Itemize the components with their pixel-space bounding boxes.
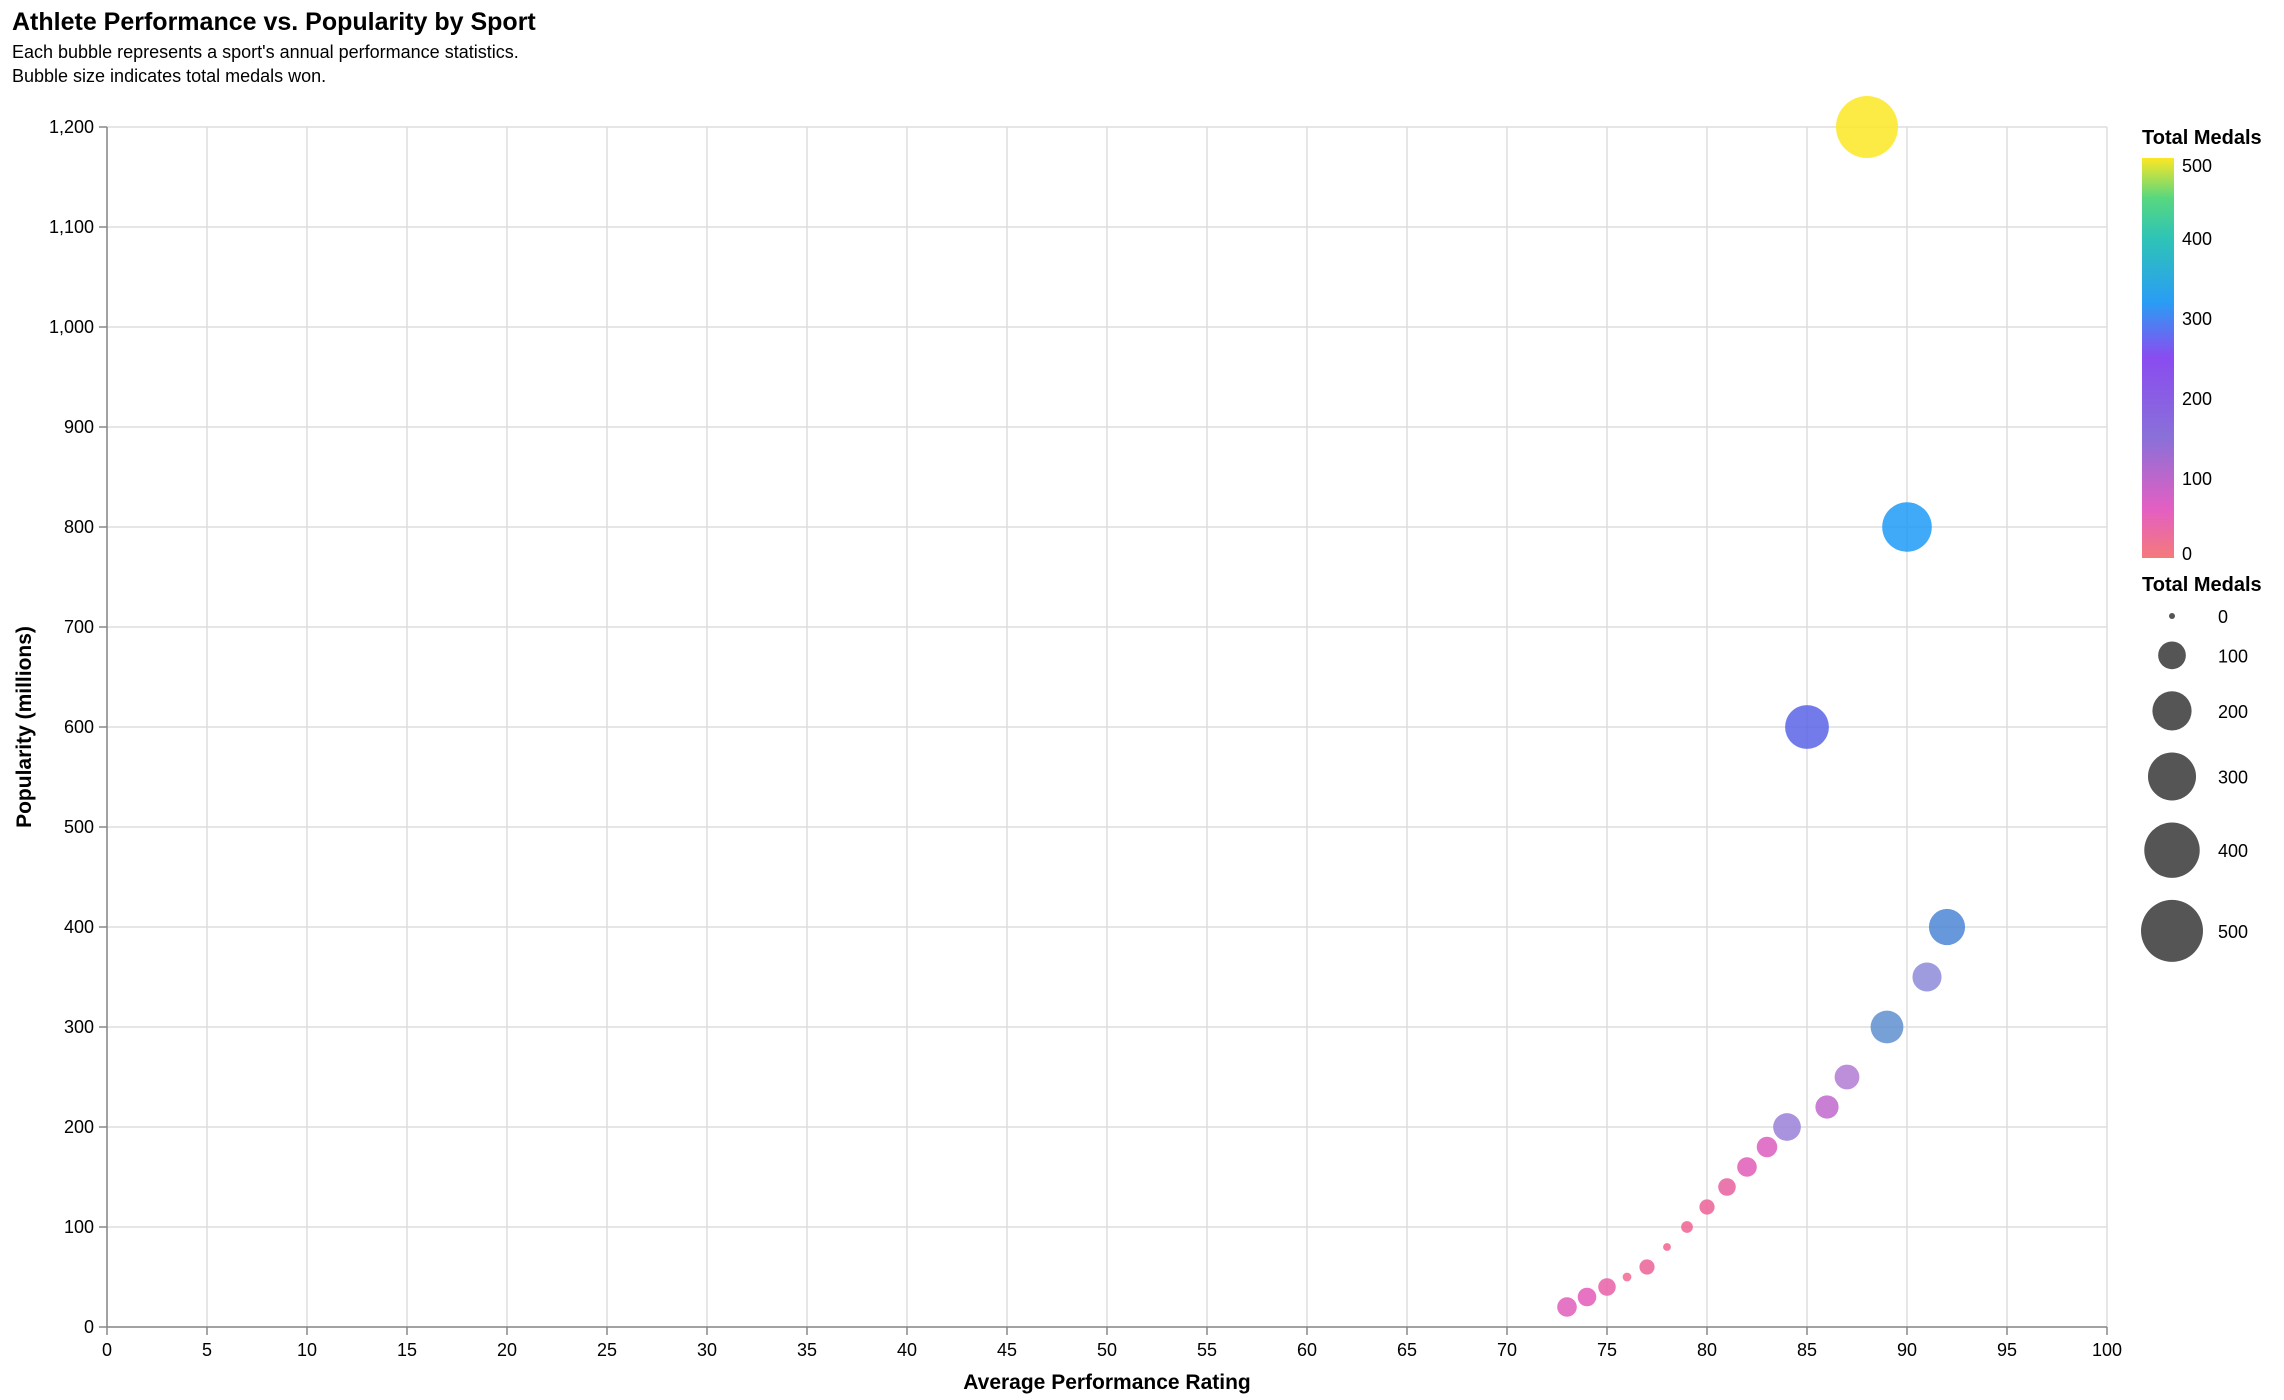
x-tick-label: 30	[697, 1340, 717, 1360]
data-point-bubble[interactable]	[1663, 1243, 1671, 1251]
chart-subtitle-line-2: Bubble size indicates total medals won.	[12, 66, 327, 86]
y-tick-label: 1,000	[49, 317, 94, 337]
y-tick-label: 500	[64, 817, 94, 837]
x-tick-label: 95	[1997, 1340, 2017, 1360]
data-point-bubble[interactable]	[1912, 962, 1942, 992]
data-point-bubble[interactable]	[1882, 502, 1932, 552]
y-tick-label: 800	[64, 517, 94, 537]
color-legend-label: 0	[2182, 544, 2192, 564]
chart-subtitle-line-1: Each bubble represents a sport's annual …	[12, 42, 519, 62]
x-tick-label: 60	[1297, 1340, 1317, 1360]
x-tick-label: 40	[897, 1340, 917, 1360]
x-tick-label: 75	[1597, 1340, 1617, 1360]
data-point-bubble[interactable]	[1773, 1113, 1801, 1141]
size-legend-label: 100	[2218, 646, 2248, 666]
y-tick-label: 900	[64, 417, 94, 437]
x-tick-label: 100	[2092, 1340, 2122, 1360]
color-legend-bar	[2142, 158, 2174, 558]
data-point-bubble[interactable]	[1598, 1278, 1616, 1296]
data-point-bubble[interactable]	[1737, 1157, 1757, 1177]
x-tick-label: 85	[1797, 1340, 1817, 1360]
axes: 0 5 10 15 20 25 30 35 40 45 50 55 60 65 70 75 80 85 90 95 10…	[49, 117, 2122, 1360]
x-tick-label: 25	[597, 1340, 617, 1360]
y-tick-label: 1,200	[49, 117, 94, 137]
y-tick-label: 600	[64, 717, 94, 737]
size-legend-bubble	[2152, 691, 2192, 731]
x-tick-label: 10	[297, 1340, 317, 1360]
color-legend: Total Medals 500 400 300 200 100 0	[2142, 127, 2262, 564]
data-point-bubble[interactable]	[1699, 1199, 1715, 1215]
data-point-bubble[interactable]	[1928, 908, 1966, 946]
data-points	[1557, 96, 1966, 1317]
y-tick-label: 100	[64, 1217, 94, 1237]
x-tick-label: 20	[497, 1340, 517, 1360]
x-tick-label: 5	[202, 1340, 212, 1360]
size-legend-label: 300	[2218, 767, 2248, 787]
y-tick-label: 200	[64, 1117, 94, 1137]
color-legend-label: 200	[2182, 389, 2212, 409]
data-point-bubble[interactable]	[1557, 1297, 1577, 1317]
size-legend-bubble	[2147, 752, 2197, 801]
color-legend-title: Total Medals	[2142, 127, 2262, 149]
data-point-bubble[interactable]	[1756, 1136, 1778, 1158]
data-point-bubble[interactable]	[1639, 1259, 1655, 1275]
x-tick-label: 55	[1197, 1340, 1217, 1360]
data-point-bubble[interactable]	[1815, 1095, 1839, 1119]
size-legend-bubble	[2169, 613, 2175, 619]
size-legend-label: 400	[2218, 841, 2248, 861]
data-point-bubble[interactable]	[1577, 1287, 1597, 1307]
x-tick-label: 45	[997, 1340, 1017, 1360]
x-tick-label: 50	[1097, 1340, 1117, 1360]
size-legend-bubble	[2141, 899, 2203, 962]
y-tick-label: 700	[64, 617, 94, 637]
size-legend-title: Total Medals	[2142, 574, 2262, 596]
x-tick-label: 90	[1897, 1340, 1917, 1360]
x-tick-label: 65	[1397, 1340, 1417, 1360]
chart-title: Athlete Performance vs. Popularity by Sp…	[12, 8, 536, 36]
data-point-bubble[interactable]	[1718, 1178, 1736, 1196]
x-tick-label: 15	[397, 1340, 417, 1360]
y-tick-label: 0	[84, 1317, 94, 1337]
data-point-bubble[interactable]	[1785, 705, 1829, 749]
size-legend-label: 500	[2218, 922, 2248, 942]
data-point-bubble[interactable]	[1622, 1272, 1632, 1282]
y-tick-label: 1,100	[49, 217, 94, 237]
size-legend-label: 200	[2218, 702, 2248, 722]
y-tick-label: 300	[64, 1017, 94, 1037]
color-legend-label: 500	[2182, 156, 2212, 176]
color-legend-label: 300	[2182, 309, 2212, 329]
y-tick-label: 400	[64, 917, 94, 937]
color-legend-label: 400	[2182, 229, 2212, 249]
size-legend: Total Medals 0 100 200 300 400 500	[2141, 574, 2262, 962]
data-point-bubble[interactable]	[1681, 1221, 1693, 1233]
data-point-bubble[interactable]	[1836, 96, 1898, 158]
size-legend-label: 0	[2218, 607, 2228, 627]
x-tick-label: 35	[797, 1340, 817, 1360]
x-tick-label: 70	[1497, 1340, 1517, 1360]
x-tick-label: 0	[102, 1340, 112, 1360]
size-legend-bubble	[2158, 641, 2186, 670]
y-axis-label: Popularity (millions)	[13, 626, 36, 828]
x-axis-label: Average Performance Rating	[963, 1371, 1251, 1394]
grid	[106, 126, 2108, 1328]
data-point-bubble[interactable]	[1870, 1010, 1904, 1044]
x-tick-label: 80	[1697, 1340, 1717, 1360]
size-legend-bubble	[2144, 822, 2200, 878]
color-legend-label: 100	[2182, 469, 2212, 489]
data-point-bubble[interactable]	[1834, 1064, 1860, 1090]
